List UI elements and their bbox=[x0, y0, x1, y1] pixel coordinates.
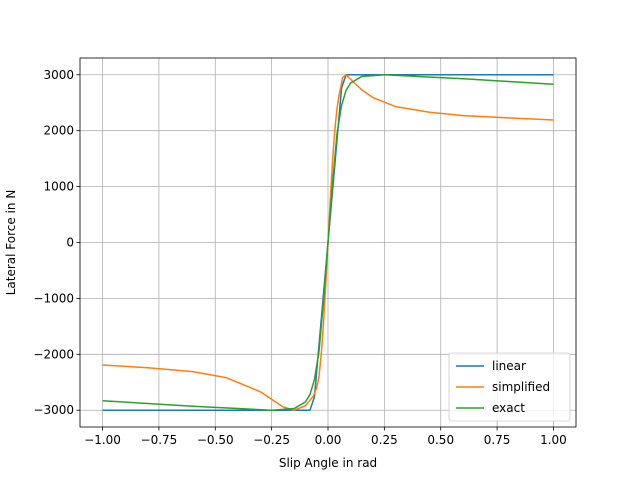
y-tick-label: 3000 bbox=[43, 68, 74, 82]
y-tick-label: 1000 bbox=[43, 180, 74, 194]
y-tick-label: 2000 bbox=[43, 124, 74, 138]
y-tick-label: −3000 bbox=[33, 403, 74, 417]
x-tick-label: −0.50 bbox=[197, 433, 234, 447]
y-tick-label: 0 bbox=[66, 236, 74, 250]
x-tick-label: −1.00 bbox=[84, 433, 121, 447]
legend-label-exact: exact bbox=[492, 401, 525, 415]
series-line-exact bbox=[102, 74, 554, 411]
x-axis-label: Slip Angle in rad bbox=[279, 456, 377, 470]
x-tick-label: −0.75 bbox=[141, 433, 178, 447]
legend-box bbox=[448, 352, 571, 422]
y-tick-label: −1000 bbox=[33, 291, 74, 305]
legend-label-simplified: simplified bbox=[492, 380, 550, 394]
y-tick-label: −2000 bbox=[33, 347, 74, 361]
x-tick-label: 0.00 bbox=[315, 433, 342, 447]
legend-label-linear: linear bbox=[492, 359, 526, 373]
axis-ticks: −1.00 −0.75 −0.50 −0.25 0.00 0.25 0.50 0.75 1.00… bbox=[33, 68, 566, 447]
x-tick-label: 1.00 bbox=[540, 433, 567, 447]
legend: linear simplified exact bbox=[448, 352, 571, 422]
y-axis-label: Lateral Force in N bbox=[4, 190, 18, 296]
series-lines bbox=[102, 74, 554, 411]
x-tick-label: −0.25 bbox=[253, 433, 290, 447]
x-tick-label: 0.50 bbox=[427, 433, 454, 447]
x-tick-label: 0.25 bbox=[371, 433, 398, 447]
x-tick-label: 0.75 bbox=[484, 433, 511, 447]
